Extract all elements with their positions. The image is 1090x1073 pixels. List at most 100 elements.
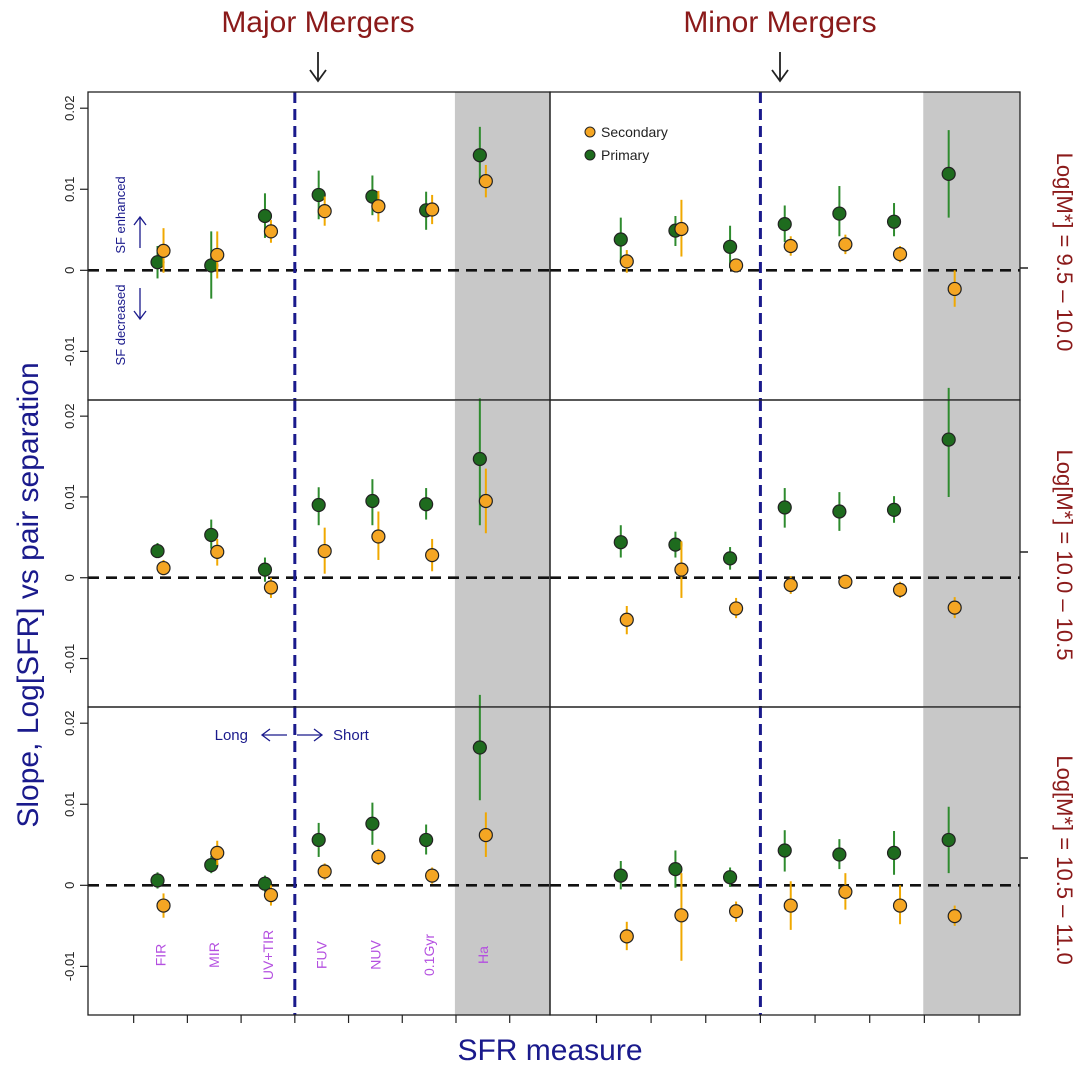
- secondary-point: [478, 174, 493, 189]
- ha-shaded-region: [923, 92, 1020, 400]
- secondary-point: [210, 845, 225, 860]
- primary-point: [832, 504, 847, 519]
- secondary-point: [371, 529, 386, 544]
- secondary-point: [947, 281, 962, 297]
- minor-mergers-arrow-icon: [771, 52, 789, 83]
- panel-3-major: 0.02 0.01 0 -0.01 FIR MIR UV+TIR FUV NUV 0.1Gyr Ha: [62, 694, 551, 1023]
- sf-decreased-annotation: SF decreased: [113, 285, 147, 365]
- y-tick-label: -0.01: [62, 952, 77, 982]
- row-label-1-text: Log[M*] = 9.5 – 10.0: [1052, 153, 1077, 352]
- y-tick-label: 0: [62, 882, 77, 889]
- category-label: NUV: [367, 940, 383, 970]
- primary-point: [365, 493, 380, 509]
- primary-point: [886, 502, 902, 517]
- secondary-point: [838, 884, 853, 899]
- category-label: MIR: [206, 942, 222, 968]
- primary-point: [613, 232, 628, 247]
- category-label: FIR: [153, 944, 169, 967]
- primary-point: [886, 214, 902, 229]
- panel-frame: [549, 706, 1021, 1016]
- primary-point: [472, 451, 487, 467]
- ha-shaded-region: [923, 400, 1020, 707]
- short-arrow-icon: [297, 728, 324, 742]
- secondary-point: [317, 543, 332, 559]
- primary-point: [668, 537, 683, 552]
- major-mergers-arrow-icon: [309, 52, 327, 83]
- row-label-3: Log[M*] = 10.5 – 11.0: [1052, 755, 1077, 964]
- secondary-point: [263, 580, 279, 595]
- primary-point: [722, 239, 738, 254]
- secondary-point: [619, 612, 634, 627]
- sf-enhanced-annotation: SF enhanced: [113, 176, 147, 254]
- y-tick-label: 0.02: [62, 711, 77, 736]
- secondary-point: [728, 601, 744, 616]
- secondary-point: [263, 887, 279, 903]
- secondary-point: [425, 868, 440, 883]
- y-tick-label: 0.02: [62, 404, 77, 429]
- secondary-point: [619, 254, 634, 269]
- primary-point: [832, 847, 847, 862]
- secondary-point: [317, 864, 332, 879]
- panels-layer: 0.02 0.01 0 -0.01 0.02 0.01 0 -0.01 0.02 0.01 0 -0.…: [62, 91, 1021, 1023]
- primary-point: [419, 497, 434, 512]
- secondary-point: [425, 548, 440, 563]
- primary-point: [257, 876, 273, 891]
- panel-2-major: 0.02 0.01 0 -0.01: [62, 398, 551, 708]
- secondary-point: [838, 237, 853, 252]
- primary-point: [777, 500, 792, 515]
- row-label-2-text: Log[M*] = 10.0 – 10.5: [1052, 450, 1077, 661]
- secondary-point: [674, 562, 689, 577]
- secondary-point: [892, 247, 908, 262]
- secondary-point: [425, 202, 440, 217]
- secondary-point: [156, 243, 171, 258]
- primary-point: [941, 166, 956, 181]
- primary-point: [613, 535, 628, 550]
- sf-enhanced-text: SF enhanced: [113, 176, 128, 253]
- secondary-point: [674, 908, 689, 923]
- primary-point: [886, 845, 902, 860]
- secondary-point: [947, 600, 962, 615]
- secondary-point: [371, 849, 386, 865]
- secondary-point: [210, 544, 225, 559]
- secondary-point: [728, 258, 744, 273]
- primary-point: [668, 862, 683, 877]
- y-tick-label: -0.01: [62, 644, 77, 674]
- panel-1-minor: [549, 91, 1021, 401]
- major-mergers-title: Major Mergers: [221, 6, 414, 39]
- legend-primary-marker: [584, 149, 596, 161]
- primary-point: [941, 832, 956, 848]
- short-label: Short: [333, 727, 370, 744]
- primary-point: [204, 857, 219, 873]
- primary-point: [832, 206, 847, 221]
- primary-point: [204, 527, 219, 543]
- primary-point: [365, 816, 380, 831]
- y-tick-label: 0: [62, 267, 77, 274]
- row-label-3-text: Log[M*] = 10.5 – 11.0: [1052, 755, 1077, 964]
- secondary-point: [892, 898, 908, 913]
- primary-point: [311, 497, 326, 513]
- secondary-point: [156, 560, 171, 576]
- row-label-2: Log[M*] = 10.0 – 10.5: [1052, 450, 1077, 661]
- row-label-1: Log[M*] = 9.5 – 10.0: [1052, 153, 1077, 352]
- secondary-point: [317, 204, 332, 219]
- secondary-point: [156, 898, 171, 913]
- primary-point: [941, 432, 956, 447]
- primary-point: [472, 740, 487, 755]
- ha-shaded-region: [454, 400, 550, 707]
- secondary-point: [783, 898, 798, 913]
- primary-point: [472, 148, 487, 163]
- category-label: FUV: [314, 940, 330, 969]
- primary-point: [722, 551, 738, 566]
- y-axis-label: Slope, Log[SFR] vs pair separation: [12, 362, 45, 827]
- y-tick-label: 0.01: [62, 792, 77, 817]
- primary-point: [150, 543, 165, 559]
- long-label: Long: [215, 727, 248, 744]
- primary-point: [777, 217, 792, 232]
- panel-3-minor: [549, 706, 1021, 1023]
- long-arrow-icon: [260, 728, 287, 742]
- secondary-point: [263, 224, 279, 239]
- category-label: 0.1Gyr: [421, 934, 437, 976]
- primary-point: [722, 870, 738, 885]
- legend-secondary-marker: [584, 126, 596, 138]
